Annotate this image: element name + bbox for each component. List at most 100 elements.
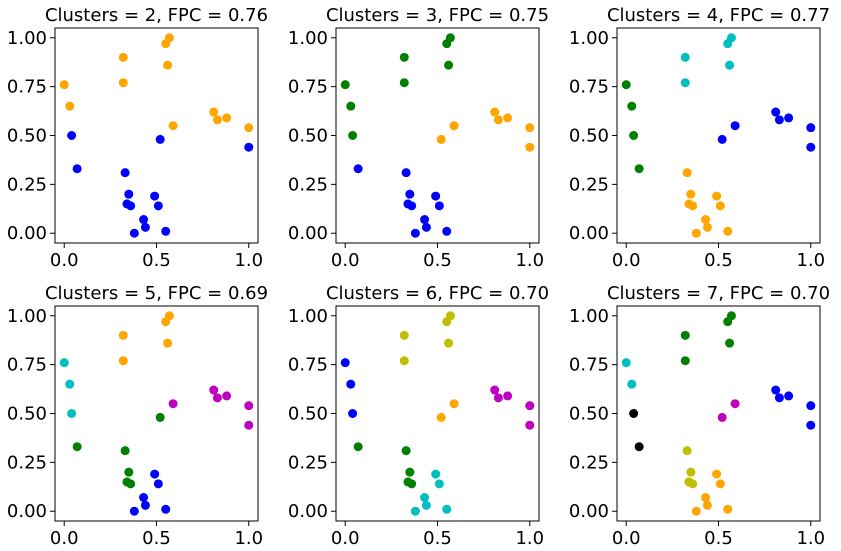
- data-point: [493, 393, 503, 403]
- data-point: [403, 199, 413, 209]
- data-point: [684, 477, 694, 487]
- data-point: [712, 469, 722, 479]
- data-point: [806, 123, 816, 133]
- x-tick-label: 0.0: [331, 250, 360, 271]
- data-point: [401, 168, 411, 178]
- y-tick-label: 0.50: [288, 126, 328, 147]
- data-point: [150, 469, 160, 479]
- x-tick-label: 1.0: [234, 250, 263, 271]
- data-point: [784, 391, 794, 401]
- data-point: [129, 228, 139, 238]
- y-tick-label: 0.25: [7, 174, 47, 195]
- data-point: [717, 412, 727, 422]
- y-tick-label: 0.75: [288, 355, 328, 376]
- x-tick-label: 0.0: [331, 528, 360, 549]
- subplot-title: Clusters = 4, FPC = 0.77: [607, 5, 830, 26]
- data-point: [682, 446, 692, 456]
- data-point: [806, 142, 816, 152]
- data-point: [717, 134, 727, 144]
- x-tick-label: 1.0: [796, 250, 825, 271]
- data-point: [621, 358, 631, 368]
- data-point: [702, 500, 712, 510]
- data-point: [67, 409, 77, 418]
- data-point: [67, 131, 77, 140]
- data-point: [493, 115, 503, 125]
- data-point: [120, 446, 130, 456]
- data-point: [122, 477, 132, 487]
- data-point: [153, 479, 163, 489]
- data-point: [72, 442, 82, 452]
- data-point: [209, 107, 219, 117]
- x-tick-label: 0.0: [50, 528, 79, 549]
- x-tick-label: 0.5: [142, 250, 171, 271]
- data-point: [680, 78, 690, 88]
- data-point: [139, 493, 149, 503]
- data-point: [118, 356, 128, 366]
- data-point: [72, 164, 82, 174]
- data-point: [124, 189, 134, 199]
- data-point: [525, 401, 535, 411]
- data-point: [348, 409, 358, 418]
- data-point: [629, 409, 639, 418]
- x-tick-label: 0.0: [50, 250, 79, 271]
- data-point: [525, 123, 535, 133]
- subplot-clusters-3: Clusters = 3, FPC = 0.75 0.0 0.5 1.0 0.00 0.2…: [288, 5, 549, 271]
- data-point: [340, 80, 350, 90]
- x-tick-label: 0.5: [423, 528, 452, 549]
- data-point: [244, 123, 254, 133]
- data-point: [715, 479, 725, 489]
- data-point: [725, 338, 735, 348]
- data-point: [140, 222, 150, 232]
- data-point: [163, 60, 173, 70]
- data-point: [164, 33, 174, 43]
- data-point: [59, 80, 69, 90]
- data-point: [682, 168, 692, 178]
- data-point: [163, 338, 173, 348]
- data-point: [431, 191, 441, 201]
- data-point: [410, 506, 420, 516]
- data-point: [222, 113, 232, 123]
- y-tick-label: 0.75: [569, 355, 609, 376]
- y-tick-label: 1.00: [7, 306, 47, 327]
- data-point: [723, 226, 733, 236]
- data-point: [723, 504, 733, 514]
- data-point: [431, 469, 441, 479]
- y-tick-label: 0.25: [569, 174, 609, 195]
- data-point: [124, 467, 134, 477]
- data-point: [449, 121, 459, 131]
- data-point: [691, 506, 701, 516]
- data-point: [168, 399, 178, 409]
- data-point: [525, 142, 535, 152]
- data-point: [421, 500, 431, 510]
- data-point: [771, 107, 781, 117]
- subplot-clusters-7: Clusters = 7, FPC = 0.70 0.0 0.5 1.0 0.00 0.2…: [569, 283, 830, 549]
- y-tick-label: 0.50: [569, 404, 609, 425]
- data-point: [686, 189, 696, 199]
- axes-frame: [54, 27, 259, 244]
- data-point: [403, 477, 413, 487]
- data-point: [164, 311, 174, 321]
- axes-frame: [616, 305, 821, 522]
- data-point: [353, 164, 363, 174]
- y-tick-label: 0.00: [288, 501, 328, 522]
- data-point: [771, 385, 781, 395]
- y-tick-label: 0.75: [569, 77, 609, 98]
- data-point: [340, 358, 350, 368]
- data-point: [442, 226, 452, 236]
- data-point: [680, 52, 690, 62]
- data-point: [161, 226, 171, 236]
- data-point: [348, 131, 358, 140]
- y-tick-label: 0.25: [288, 174, 328, 195]
- data-point: [346, 379, 356, 389]
- data-point: [212, 393, 222, 403]
- data-point: [715, 201, 725, 211]
- data-point: [118, 330, 128, 340]
- axes-frame: [616, 27, 821, 244]
- subplot-title: Clusters = 7, FPC = 0.70: [607, 283, 830, 304]
- data-point: [445, 33, 455, 43]
- y-tick-label: 0.00: [7, 501, 47, 522]
- x-tick-label: 1.0: [515, 528, 544, 549]
- x-tick-label: 0.0: [612, 250, 641, 271]
- data-point: [434, 479, 444, 489]
- data-point: [726, 311, 736, 321]
